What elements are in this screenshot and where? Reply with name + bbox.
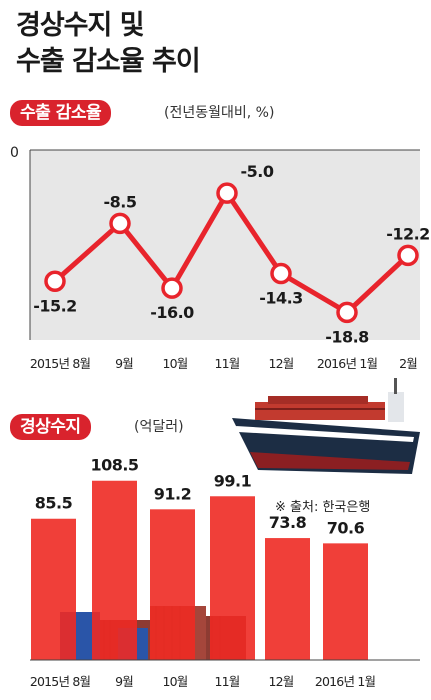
balance-bar [31, 518, 76, 660]
export-point [109, 212, 131, 235]
balance-chart-badge: 경상수지 [10, 414, 91, 440]
balance-value-label: 108.5 [90, 456, 138, 475]
export-x-tick: 2016년 1월 [317, 356, 378, 371]
export-x-tick: 11월 [214, 356, 239, 371]
balance-bar [265, 538, 310, 660]
export-point [44, 270, 66, 293]
export-value-label: -18.8 [325, 327, 369, 346]
balance-value-label: 99.1 [214, 471, 252, 490]
balance-x-tick: 11월 [214, 674, 239, 689]
balance-x-tick: 9월 [115, 674, 133, 689]
export-value-label: -5.0 [241, 162, 274, 181]
balance-x-tick: 12월 [268, 674, 293, 689]
export-chart-badge: 수출 감소율 [10, 100, 112, 126]
balance-x-tick: 2016년 1월 [315, 674, 376, 689]
balance-chart-unit: (억달러) [134, 419, 184, 435]
export-chart-unit: (전년동월대비, %) [164, 105, 275, 121]
title-line-2: 수출 감소율 추이 [16, 46, 201, 77]
export-value-label: -16.0 [150, 303, 194, 322]
export-point [216, 182, 238, 204]
export-value-label: -12.2 [386, 224, 430, 243]
title-line-1: 경상수지 및 [16, 10, 145, 41]
export-point [270, 262, 292, 285]
balance-value-label: 70.6 [327, 518, 365, 537]
export-x-tick: 2015년 8월 [30, 356, 91, 371]
export-x-tick: 12월 [268, 356, 293, 371]
balance-x-tick: 10월 [162, 674, 187, 689]
balance-bar [323, 543, 368, 660]
export-value-label: -14.3 [259, 289, 303, 308]
export-value-label: -8.5 [104, 192, 137, 211]
export-x-tick: 2월 [399, 356, 417, 371]
balance-bar [150, 509, 195, 660]
export-point [397, 244, 419, 267]
export-point [336, 301, 358, 324]
page-title: 경상수지 및 수출 감소율 추이 [16, 8, 201, 80]
y-zero-label: 0 [10, 145, 18, 161]
export-x-tick: 9월 [115, 356, 133, 371]
balance-value-label: 91.2 [154, 484, 191, 503]
balance-bar [210, 496, 255, 660]
export-x-tick: 10월 [162, 356, 187, 371]
line-chart-bg [30, 150, 420, 340]
cargo-ship-icon [232, 378, 420, 474]
export-point [161, 277, 183, 299]
balance-bar [92, 480, 137, 660]
balance-value-label: 85.5 [35, 494, 73, 513]
balance-x-tick: 2015년 8월 [30, 674, 91, 689]
source-note: ※ 출처: 한국은행 [275, 500, 371, 515]
export-value-label: -15.2 [33, 296, 77, 315]
balance-value-label: 73.8 [269, 513, 307, 532]
